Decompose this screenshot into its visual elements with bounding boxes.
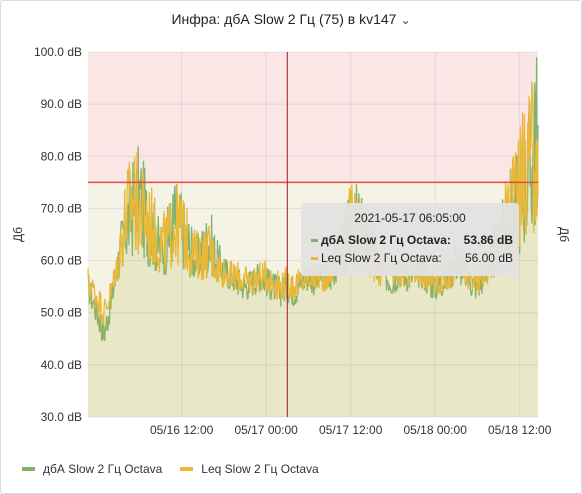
- tooltip-row-leq: Leq Slow 2 Гц Octava: 56.00 dB: [311, 251, 513, 265]
- panel-title[interactable]: Инфра: дбА Slow 2 Гц (75) в kv147: [171, 11, 397, 27]
- tooltip-series-name: Leq Slow 2 Гц Octava:: [321, 251, 442, 265]
- y-tick-label: 100.0 dB: [34, 45, 82, 59]
- y-tick-label: 60.0 dB: [41, 254, 82, 268]
- tooltip-series-value: 53.86 dB: [463, 233, 513, 247]
- legend-swatch-leq: [180, 467, 194, 471]
- legend-item-dba[interactable]: дбА Slow 2 Гц Octava: [22, 462, 162, 476]
- chevron-down-icon[interactable]: ⌄: [400, 13, 411, 27]
- x-tick-label: 05/17 00:00: [234, 423, 298, 437]
- tooltip-swatch-dba: [311, 238, 318, 242]
- panel-header[interactable]: Инфра: дбА Slow 2 Гц (75) в kv147 ⌄: [1, 11, 581, 29]
- y-tick-label: 80.0 dB: [41, 149, 82, 163]
- tooltip-time: 2021-05-17 06:05:00: [354, 211, 466, 225]
- x-tick-label: 05/16 12:00: [150, 423, 214, 437]
- y-axis-label-left: Дб: [11, 227, 25, 242]
- tooltip-series-value: 56.00 dB: [464, 251, 513, 265]
- tooltip-series-name: дбА Slow 2 Гц Octava:: [321, 233, 451, 247]
- legend-label: дбА Slow 2 Гц Octava: [43, 462, 163, 476]
- series-area: [88, 81, 538, 417]
- y-tick-label: 40.0 dB: [41, 358, 82, 372]
- y-tick-label: 50.0 dB: [41, 306, 82, 320]
- y-tick-label: 30.0 dB: [41, 410, 82, 424]
- legend-swatch-dba: [22, 467, 35, 471]
- x-tick-label: 05/18 12:00: [488, 423, 552, 437]
- series-area: [88, 57, 538, 417]
- legend-label: Leq Slow 2 Гц Octava: [201, 462, 319, 476]
- legend: дбА Slow 2 Гц Octava Leq Slow 2 Гц Octav…: [22, 462, 319, 476]
- x-tick-label: 05/17 12:00: [319, 423, 383, 437]
- y-axis-label-right: Дб: [557, 227, 571, 242]
- tooltip-swatch-leq: [311, 256, 318, 260]
- hover-tooltip: 2021-05-17 06:05:00 дбА Slow 2 Гц Octava…: [301, 203, 519, 276]
- y-tick-label: 70.0 dB: [41, 201, 82, 215]
- y-tick-label: 90.0 dB: [41, 97, 82, 111]
- threshold-region: [88, 52, 538, 183]
- legend-item-leq[interactable]: Leq Slow 2 Гц Octava: [180, 462, 319, 476]
- tooltip-row-dba: дбА Slow 2 Гц Octava: 53.86 dB: [311, 233, 513, 247]
- x-tick-label: 05/18 00:00: [403, 423, 467, 437]
